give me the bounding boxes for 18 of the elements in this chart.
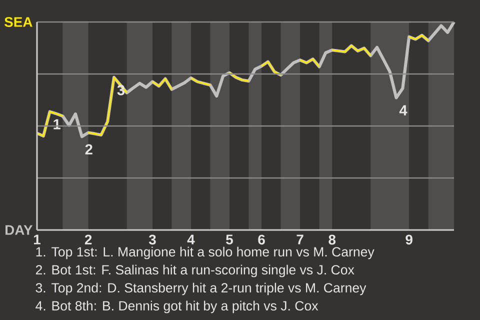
- x-tick-label: 8: [328, 234, 336, 245]
- annotation: 3: [117, 84, 125, 96]
- x-tick-label: 2: [84, 234, 92, 244]
- text: DAY: [6, 225, 33, 235]
- annotation: 4: [399, 105, 408, 116]
- x-tick-label: 7: [296, 234, 304, 244]
- x-tick-label: 6: [258, 234, 265, 245]
- x-tick-label: 5: [226, 234, 233, 244]
- text: SEA: [4, 17, 32, 27]
- x-tick-label: 4: [187, 234, 195, 244]
- annotation: 2: [85, 144, 92, 154]
- x-tick-label: 9: [406, 234, 412, 245]
- text: 3. Top 2nd: D. Stansberry hit a 2-run triple vs M. Carney: [36, 282, 366, 296]
- text: 1. Top 1st: L. Mangione hit a solo home run vs M. Carney: [36, 246, 374, 260]
- text: 4. Bot 8th: B. Dennis got hit by a pitch vs J. Cox: [36, 300, 318, 314]
- text: 2. Bot 1st: F. Salinas hit a run-scoring single vs J. Cox: [36, 264, 354, 278]
- x-tick-label: 3: [148, 234, 156, 245]
- x-tick-label: 1: [34, 234, 40, 244]
